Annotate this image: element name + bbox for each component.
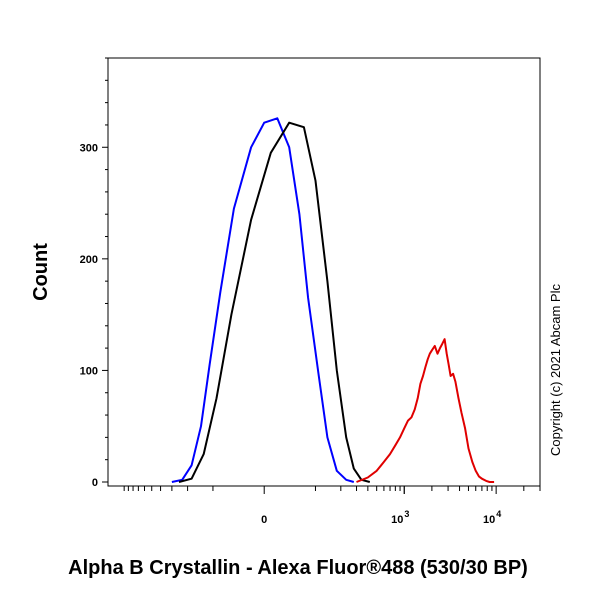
y-tick-label: 200 — [80, 254, 98, 266]
histogram-series-3 — [356, 338, 495, 483]
y-tick-label: 100 — [80, 365, 98, 377]
plot-frame — [107, 57, 541, 487]
x-tick-label: 104 — [483, 509, 501, 526]
x-axis: 0 103 104 — [123, 486, 541, 526]
x-tick-label: 0 — [261, 514, 267, 526]
copyright-annotation: Copyright (c) 2021 Abcam Plc — [548, 284, 563, 456]
x-axis-title: Alpha B Crystallin - Alexa Fluor®488 (53… — [68, 557, 528, 579]
histogram-series-1 — [171, 117, 355, 483]
y-axis: 0 100 200 300 — [80, 57, 108, 489]
x-tick-label: 103 — [391, 509, 409, 526]
y-tick-label: 300 — [80, 142, 98, 154]
y-axis-title: Count — [30, 243, 52, 301]
series-layer — [171, 117, 495, 483]
y-tick-label: 0 — [92, 477, 98, 489]
histogram-series-2 — [178, 121, 371, 483]
